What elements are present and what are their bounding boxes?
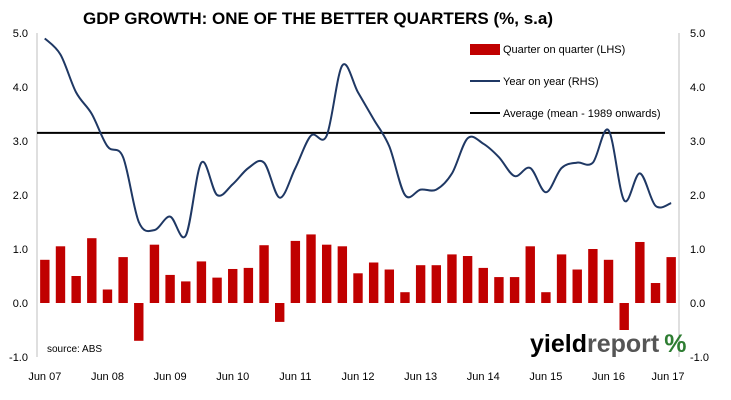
- svg-text:yieldreport%: yieldreport%: [530, 330, 686, 358]
- qoq-bar: [384, 269, 395, 303]
- qoq-bar: [212, 277, 222, 303]
- qoq-bar: [462, 256, 473, 303]
- chart-title: GDP GROWTH: ONE OF THE BETTER QUARTERS (…: [83, 9, 553, 28]
- x-axis: Jun 07 Jun 08 Jun 09 Jun 10 Jun 11 Jun 12 Jun …: [28, 371, 684, 383]
- x-tick-label: Jun 08: [91, 371, 124, 383]
- left-tick-label: 4.0: [13, 82, 28, 94]
- qoq-bar: [619, 303, 629, 330]
- qoq-bar: [118, 257, 128, 303]
- qoq-bar: [666, 257, 676, 303]
- qoq-bar: [368, 262, 379, 303]
- qoq-bar: [494, 277, 504, 303]
- right-tick-label: 3.0: [690, 136, 705, 148]
- qoq-bar: [134, 303, 144, 341]
- x-tick-label: Jun 09: [154, 371, 187, 383]
- brand-percent: %: [664, 330, 686, 358]
- legend-swatch-qoq: [470, 44, 500, 55]
- qoq-bar: [509, 277, 520, 303]
- legend-label-average: Average (mean - 1989 onwards): [503, 108, 661, 120]
- left-tick-label: 3.0: [13, 136, 28, 148]
- qoq-bar: [55, 246, 66, 303]
- qoq-bar: [478, 267, 488, 303]
- bar-series: [40, 234, 676, 341]
- qoq-bar: [556, 254, 567, 303]
- qoq-bar: [275, 303, 285, 322]
- qoq-bar: [259, 245, 269, 303]
- x-tick-label: Jun 11: [279, 371, 311, 383]
- brand-report: report: [587, 330, 660, 358]
- qoq-bar: [415, 265, 426, 303]
- qoq-bar: [87, 238, 97, 303]
- qoq-bar: [353, 273, 363, 303]
- left-tick-label: 1.0: [13, 244, 28, 256]
- qoq-bar: [40, 259, 50, 303]
- left-tick-label: 5.0: [13, 28, 28, 40]
- qoq-bar: [228, 268, 238, 303]
- qoq-bar: [149, 244, 160, 303]
- qoq-bar: [165, 274, 175, 303]
- legend-label-yoy: Year on year (RHS): [503, 76, 599, 88]
- qoq-bar: [603, 259, 614, 303]
- qoq-bar: [102, 289, 113, 303]
- left-tick-label: -1.0: [9, 352, 28, 364]
- x-tick-label: Jun 16: [592, 371, 625, 383]
- right-axis: 5.0 4.0 3.0 2.0 1.0 0.0 -1.0: [690, 28, 709, 364]
- qoq-bar: [525, 246, 535, 303]
- x-tick-label: Jun 12: [341, 371, 374, 383]
- qoq-bar: [71, 276, 81, 303]
- qoq-bar: [447, 254, 457, 303]
- qoq-bar: [306, 234, 316, 303]
- qoq-bar: [181, 281, 191, 303]
- left-tick-label: 2.0: [13, 190, 28, 202]
- brand-yield: yield: [530, 330, 587, 358]
- source-note: source: ABS: [47, 344, 102, 355]
- year-on-year-line: [44, 37, 672, 239]
- legend-label-qoq: Quarter on quarter (LHS): [503, 44, 625, 56]
- qoq-bar: [243, 267, 254, 303]
- x-tick-label: Jun 10: [216, 371, 249, 383]
- x-tick-label: Jun 07: [28, 371, 61, 383]
- qoq-bar: [635, 241, 645, 303]
- qoq-bar: [337, 246, 348, 303]
- qoq-bar: [588, 249, 598, 303]
- x-tick-label: Jun 17: [651, 371, 684, 383]
- qoq-bar: [431, 265, 441, 303]
- qoq-bar: [290, 240, 301, 303]
- left-axis: 5.0 4.0 3.0 2.0 1.0 0.0 -1.0: [9, 28, 28, 364]
- right-tick-label: -1.0: [690, 352, 709, 364]
- x-tick-label: Jun 15: [529, 371, 562, 383]
- right-tick-label: 2.0: [690, 190, 705, 202]
- qoq-bar: [400, 292, 410, 303]
- qoq-bar: [541, 292, 551, 303]
- x-tick-label: Jun 13: [404, 371, 437, 383]
- left-tick-label: 0.0: [13, 298, 28, 310]
- legend: Quarter on quarter (LHS) Year on year (R…: [470, 44, 661, 120]
- qoq-bar: [572, 269, 582, 303]
- qoq-bar: [196, 261, 207, 303]
- x-tick-label: Jun 14: [467, 371, 500, 383]
- right-tick-label: 0.0: [690, 298, 705, 310]
- right-tick-label: 5.0: [690, 28, 705, 40]
- right-tick-label: 1.0: [690, 244, 705, 256]
- qoq-bar: [321, 244, 332, 303]
- right-tick-label: 4.0: [690, 82, 705, 94]
- qoq-bar: [650, 283, 661, 303]
- brand-logo: yieldreport%: [530, 330, 686, 358]
